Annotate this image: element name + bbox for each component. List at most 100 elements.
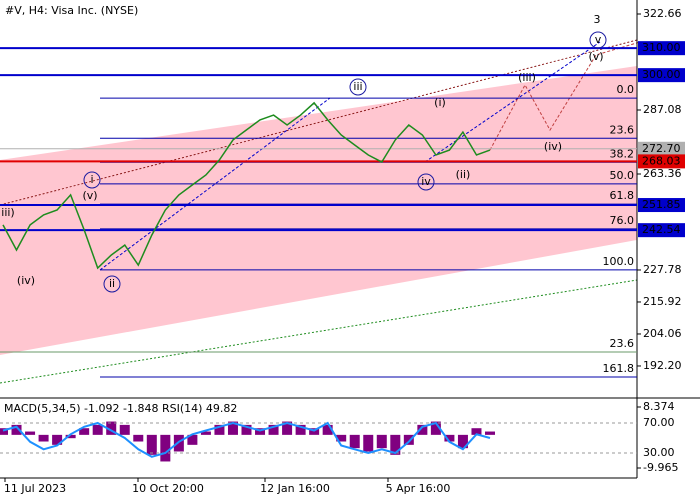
level-label: 300.00	[642, 68, 681, 81]
wave-circle	[349, 78, 367, 96]
price-line	[2, 101, 491, 270]
level-label: 268.03	[642, 154, 681, 167]
wave-label: iii)	[1, 206, 14, 219]
macd-bar	[160, 434, 171, 462]
level-box	[638, 141, 685, 156]
macd-bar	[349, 434, 360, 449]
macd-bar	[106, 421, 117, 435]
x-tick-label: 5 Apr 16:00	[386, 482, 451, 495]
fib-label: 161.8	[603, 362, 635, 375]
macd-bar	[485, 431, 495, 435]
macd-bar	[38, 434, 49, 442]
y-tick-label: 287.08	[643, 103, 682, 116]
fib-label: 38.2	[610, 147, 635, 160]
x-tick-label: 10 Oct 20:00	[132, 482, 204, 495]
fib-label: 23.6	[610, 337, 635, 350]
macd-bar	[0, 428, 8, 435]
macd-bar	[457, 434, 468, 449]
macd-bar	[11, 424, 22, 435]
macd-bar	[241, 424, 252, 435]
wave-circle	[103, 275, 121, 293]
indicator-title: MACD(5,34,5) -1.092 -1.848 RSI(14) 49.82	[4, 402, 237, 415]
macd-bar	[403, 434, 414, 445]
y-tick-label: 227.78	[643, 263, 682, 276]
rsi-tick-label: 70.00	[643, 416, 675, 429]
macd-bar	[173, 434, 184, 452]
wave-label: (iv)	[17, 274, 35, 287]
macd-bar	[376, 434, 387, 449]
macd-bar	[79, 428, 90, 435]
y-tick-label: 192.20	[643, 359, 682, 372]
wave-label: ii	[109, 277, 115, 290]
fib-label: 0.0	[617, 83, 635, 96]
fib-label: 76.0	[610, 214, 635, 227]
macd-bar	[471, 428, 482, 435]
wave-label: iv	[421, 175, 431, 188]
level-label: 310.00	[642, 41, 681, 54]
level-box	[638, 154, 685, 169]
chart-title: #V, H4: Visa Inc. (NYSE)	[5, 4, 138, 17]
wave-circle	[589, 31, 607, 49]
wave-channel	[424, 41, 601, 163]
macd-bar	[444, 434, 455, 442]
wave-channel	[99, 97, 331, 271]
macd-bar	[52, 434, 63, 445]
macd-bar	[282, 421, 293, 435]
macd-bar	[227, 421, 238, 435]
level-box	[638, 41, 685, 56]
fib-label: 100.0	[603, 255, 635, 268]
macd-bar	[187, 434, 198, 445]
macd-bar	[25, 431, 36, 435]
wave-label: (v)	[588, 50, 603, 63]
wave-circle	[417, 173, 435, 191]
macd-bar	[65, 434, 76, 439]
level-box	[638, 198, 685, 213]
macd-bar	[268, 424, 279, 435]
fib-label: 61.8	[610, 189, 635, 202]
wave-label: i	[90, 173, 93, 186]
macd-bar	[322, 424, 333, 435]
macd-bar	[92, 424, 103, 435]
rsi-line	[2, 421, 491, 458]
macd-bar	[255, 428, 266, 435]
wave-label: 3	[594, 13, 601, 26]
fib-label: 50.0	[610, 169, 635, 182]
wave-label: iii	[353, 80, 362, 93]
x-tick-label: 11 Jul 2023	[4, 482, 66, 495]
y-tick-label: 263.36	[643, 167, 682, 180]
y-tick-label: 322.66	[643, 7, 682, 20]
wave-label: (iii)	[518, 71, 536, 84]
trend-line	[0, 279, 638, 384]
projection	[489, 41, 641, 151]
macd-tick-label: -9.965	[643, 461, 678, 474]
macd-bar	[430, 421, 441, 435]
macd-bar	[214, 424, 225, 435]
trend-line	[0, 39, 638, 206]
wave-label: (i)	[434, 96, 446, 109]
x-tick-label: 12 Jan 16:00	[260, 482, 330, 495]
macd-bar	[336, 434, 347, 442]
y-tick-label: 204.06	[643, 327, 682, 340]
macd-bar	[417, 424, 428, 435]
wave-label: v	[595, 33, 602, 46]
level-label: 251.85	[642, 198, 681, 211]
macd-bar	[390, 434, 401, 455]
macd-bar	[200, 431, 211, 435]
macd-bar	[146, 434, 157, 455]
level-label: 242.54	[642, 223, 681, 236]
wave-circle	[83, 171, 101, 189]
rsi-tick-label: 30.00	[643, 446, 675, 459]
y-tick-label: 215.92	[643, 295, 682, 308]
wave-label: (iv)	[544, 140, 562, 153]
macd-tick-label: 8.374	[643, 400, 675, 413]
fib-label: 23.6	[610, 123, 635, 136]
macd-bar	[133, 434, 144, 442]
wave-label: (v)	[82, 189, 97, 202]
wave-label: (ii)	[456, 168, 471, 181]
level-label: 272.70	[642, 142, 681, 155]
level-box	[638, 223, 685, 238]
macd-bar	[363, 434, 374, 452]
macd-bar	[119, 424, 130, 435]
level-box	[638, 68, 685, 83]
